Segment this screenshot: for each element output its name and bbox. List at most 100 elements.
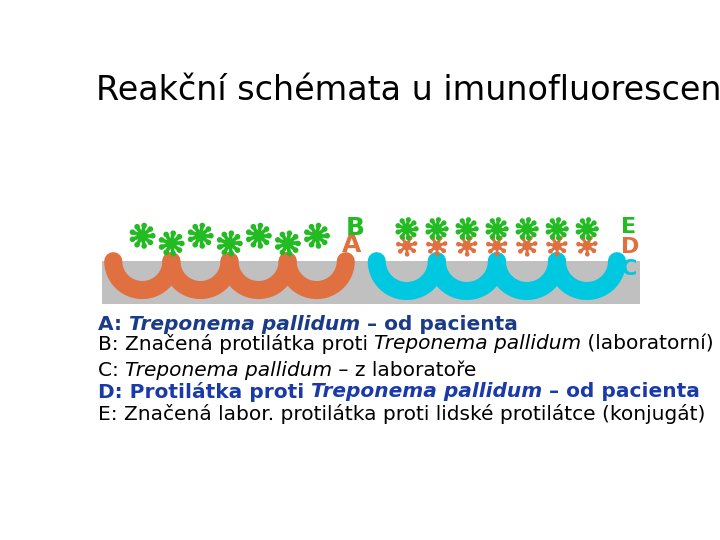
- Circle shape: [171, 231, 175, 235]
- Circle shape: [556, 253, 559, 256]
- Circle shape: [207, 227, 210, 231]
- Circle shape: [438, 237, 442, 240]
- Circle shape: [547, 242, 550, 246]
- Circle shape: [504, 227, 508, 231]
- Circle shape: [593, 221, 596, 225]
- Circle shape: [580, 235, 584, 239]
- Circle shape: [431, 235, 434, 239]
- Circle shape: [579, 249, 582, 253]
- Circle shape: [459, 249, 462, 253]
- Circle shape: [526, 236, 531, 240]
- Circle shape: [472, 249, 475, 252]
- Text: – z laboratoře: – z laboratoře: [332, 361, 477, 380]
- Circle shape: [489, 249, 492, 253]
- Circle shape: [532, 233, 536, 237]
- Circle shape: [532, 221, 536, 225]
- Circle shape: [521, 237, 525, 240]
- Circle shape: [523, 225, 531, 233]
- Circle shape: [490, 235, 494, 239]
- Circle shape: [564, 242, 567, 245]
- Circle shape: [562, 233, 566, 237]
- Circle shape: [456, 242, 460, 246]
- Circle shape: [396, 230, 400, 234]
- Circle shape: [247, 237, 251, 241]
- Circle shape: [305, 237, 309, 241]
- Circle shape: [467, 236, 470, 240]
- Circle shape: [217, 245, 222, 249]
- Circle shape: [189, 230, 193, 234]
- Circle shape: [402, 225, 411, 233]
- Circle shape: [135, 225, 139, 229]
- Circle shape: [497, 236, 500, 240]
- Circle shape: [414, 227, 418, 231]
- Circle shape: [310, 242, 313, 247]
- Circle shape: [235, 235, 240, 239]
- Circle shape: [276, 245, 280, 249]
- Circle shape: [474, 242, 477, 245]
- Circle shape: [396, 224, 400, 227]
- Circle shape: [283, 239, 292, 248]
- Circle shape: [264, 240, 269, 245]
- Circle shape: [426, 230, 430, 234]
- Circle shape: [444, 242, 446, 245]
- Circle shape: [528, 237, 532, 240]
- Circle shape: [467, 218, 470, 221]
- Circle shape: [546, 230, 550, 234]
- Circle shape: [583, 242, 591, 249]
- Circle shape: [456, 224, 460, 227]
- Circle shape: [229, 252, 233, 256]
- Circle shape: [217, 238, 222, 242]
- Circle shape: [267, 234, 271, 238]
- Circle shape: [407, 236, 410, 240]
- Circle shape: [305, 230, 309, 234]
- Circle shape: [442, 249, 446, 252]
- Circle shape: [502, 249, 505, 252]
- Circle shape: [460, 219, 464, 222]
- Circle shape: [310, 225, 313, 229]
- Circle shape: [431, 237, 434, 240]
- Circle shape: [546, 224, 550, 227]
- Circle shape: [280, 251, 284, 254]
- Circle shape: [130, 230, 135, 234]
- Circle shape: [564, 227, 568, 231]
- Circle shape: [580, 219, 584, 222]
- Circle shape: [557, 236, 560, 240]
- Circle shape: [323, 240, 327, 245]
- Circle shape: [516, 224, 520, 227]
- Circle shape: [587, 218, 590, 221]
- Circle shape: [431, 219, 434, 222]
- Circle shape: [166, 239, 176, 248]
- Text: A: A: [342, 233, 361, 257]
- Circle shape: [585, 253, 589, 256]
- Circle shape: [225, 239, 235, 248]
- Circle shape: [472, 233, 476, 237]
- Circle shape: [552, 237, 554, 240]
- Circle shape: [460, 235, 464, 239]
- Circle shape: [486, 230, 490, 234]
- Circle shape: [200, 224, 204, 227]
- Circle shape: [222, 232, 226, 237]
- Circle shape: [550, 235, 554, 239]
- Text: Treponema pallidum: Treponema pallidum: [129, 315, 360, 334]
- Circle shape: [177, 235, 181, 239]
- Text: B: Značená protilátka proti: B: Značená protilátka proti: [98, 334, 374, 354]
- Circle shape: [189, 237, 193, 241]
- Circle shape: [502, 233, 506, 237]
- Circle shape: [526, 218, 531, 221]
- Circle shape: [142, 244, 146, 248]
- Circle shape: [502, 221, 506, 225]
- Circle shape: [312, 231, 322, 241]
- Circle shape: [135, 242, 139, 247]
- Circle shape: [550, 219, 554, 222]
- Circle shape: [296, 241, 300, 246]
- Text: – od pacienta: – od pacienta: [542, 382, 700, 401]
- Circle shape: [251, 225, 256, 229]
- Circle shape: [552, 225, 562, 233]
- Circle shape: [164, 251, 168, 254]
- Text: D: D: [621, 237, 639, 257]
- Circle shape: [142, 224, 146, 227]
- Circle shape: [462, 237, 464, 240]
- Circle shape: [412, 249, 415, 252]
- Circle shape: [463, 242, 471, 249]
- Circle shape: [294, 248, 298, 252]
